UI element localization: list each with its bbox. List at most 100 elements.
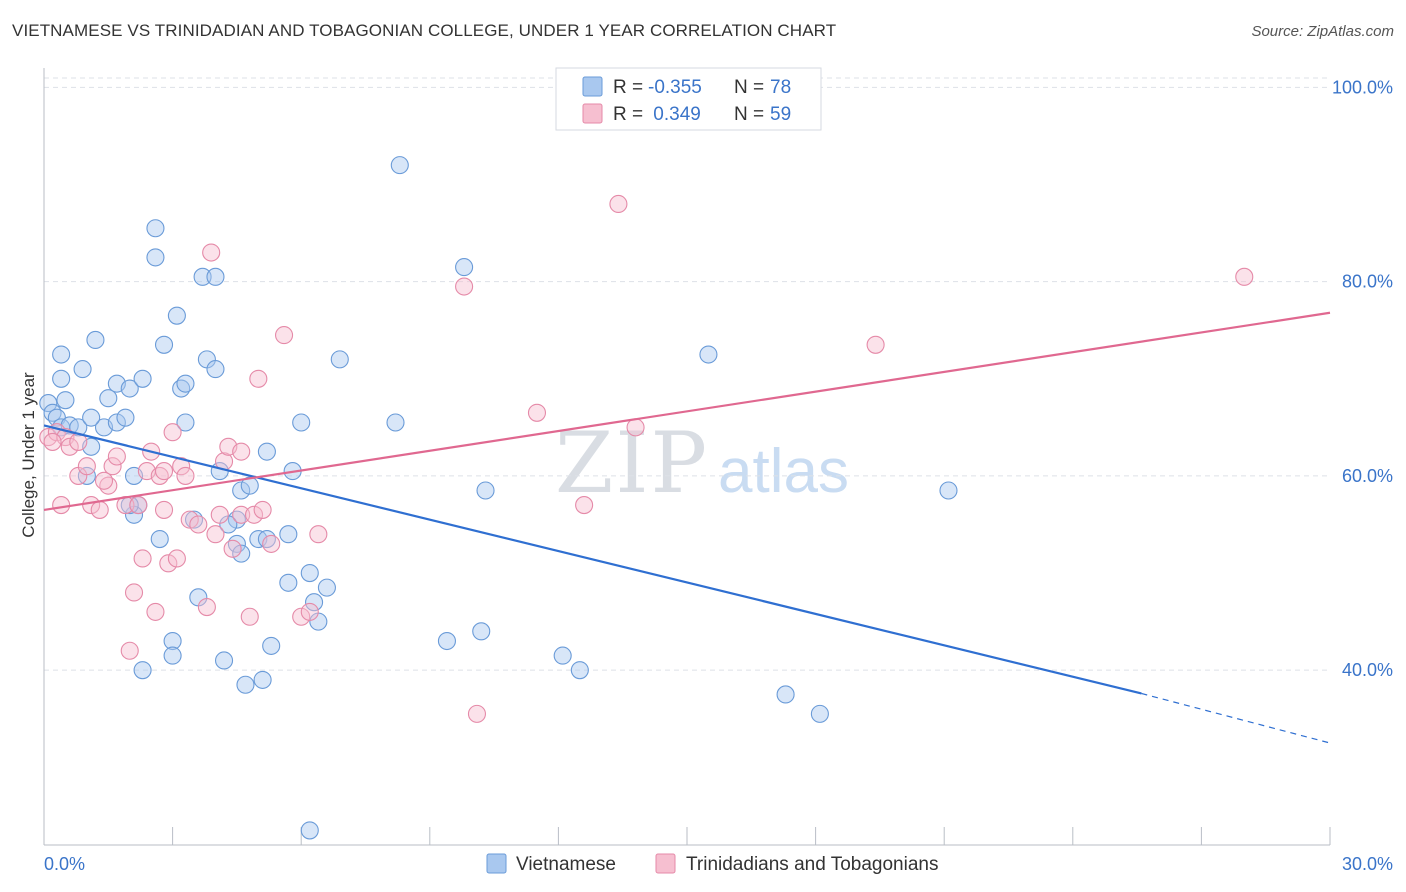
vietnamese-point-70 (699, 345, 718, 364)
trinidadian-point-24 (163, 423, 182, 442)
vietnamese-point-30 (176, 413, 195, 432)
watermark-zip: ZIP (555, 414, 709, 512)
vietnamese-point-64 (437, 631, 456, 651)
trinidadian-point-30 (197, 597, 216, 617)
y-tick-label-80: 80.0% (1342, 272, 1393, 292)
x-tick-label-max: 30.0% (1342, 854, 1393, 874)
trinidadian-point-57 (154, 462, 174, 481)
vietnamese-point-46 (253, 670, 272, 689)
trinidadian-point-4 (60, 437, 79, 456)
trinidadian-point-11 (103, 457, 122, 476)
vietnamese-point-27 (154, 335, 174, 354)
trinidadian-point-31 (202, 243, 221, 262)
trinidadian-point-9 (90, 500, 109, 519)
vietnamese-point-55 (305, 593, 324, 612)
vietnamese-point-53 (292, 413, 311, 432)
trinidadian-point-53 (866, 335, 885, 354)
vietnamese-point-18 (107, 413, 126, 432)
trinidadian-trend-line (43, 311, 1331, 512)
trinidadian-point-51 (609, 194, 628, 214)
x-tick-label-min: 0.0% (44, 854, 85, 874)
legend-n-label-2: N = (734, 104, 764, 125)
watermark: ZIP atlas (555, 414, 849, 512)
legend-n-value-1: 78 (770, 77, 791, 98)
trinidadian-point-48 (467, 704, 487, 723)
vietnamese-trend-line (43, 424, 1142, 695)
vietnamese-point-67 (476, 481, 495, 500)
legend-r-value-2: 0.349 (648, 104, 701, 125)
vietnamese-point-9 (86, 330, 105, 350)
vietnamese-point-58 (330, 350, 349, 369)
chart-title: VIETNAMESE VS TRINIDADIAN AND TOBAGONIAN… (12, 21, 837, 40)
vietnamese-point-6 (52, 345, 71, 364)
vietnamese-point-10 (99, 389, 118, 408)
vietnamese-point-62 (386, 413, 405, 432)
legend-swatch-trinidadian (582, 103, 603, 124)
source-credit: Source: ZipAtlas.com (1251, 23, 1394, 40)
y-tick-labels: 40.0% 60.0% 80.0% 100.0% (1332, 77, 1393, 680)
bottom-legend-label-trinidadian: Trinidadians and Tobagonians (686, 854, 938, 875)
y-tick-label-40: 40.0% (1342, 660, 1393, 680)
trinidadian-point-49 (527, 403, 547, 422)
vietnamese-point-36 (206, 360, 225, 379)
vietnamese-point-33 (193, 267, 212, 286)
vietnamese-point-66 (472, 622, 491, 641)
trend-lines (43, 311, 1331, 744)
x-axis-ticks (43, 827, 1331, 845)
vietnamese-point-7 (52, 369, 71, 388)
trinidadian-point-14 (120, 641, 139, 660)
trinidadian-point-43 (275, 326, 294, 345)
trinidadian-point-40 (249, 369, 268, 388)
vietnamese-point-72 (810, 704, 829, 723)
vietnamese-point-71 (776, 685, 795, 704)
trinidadian-point-17 (133, 549, 152, 568)
trinidadian-point-25 (167, 549, 186, 568)
vietnamese-trend-extrapolation (1141, 692, 1331, 744)
y-tick-label-60: 60.0% (1342, 466, 1393, 486)
legend-r-label-2: R = (613, 104, 643, 125)
trinidadian-point-7 (77, 457, 96, 476)
trinidadian-point-33 (210, 505, 229, 524)
y-tick-label-100: 100.0% (1332, 77, 1393, 97)
vietnamese-point-24 (146, 248, 165, 267)
vietnamese-point-74 (300, 821, 319, 840)
trinidadian-point-37 (232, 505, 251, 524)
trinidadian-point-28 (180, 510, 199, 529)
trinidadian-point-46 (309, 525, 328, 544)
vietnamese-point-76 (82, 408, 101, 427)
trinidadian-point-42 (262, 534, 281, 553)
watermark-atlas: atlas (718, 437, 849, 506)
correlation-legend: R = -0.355 N = 78 R = 0.349 N = 59 (555, 67, 822, 131)
vietnamese-point-61 (133, 661, 152, 680)
gridlines (44, 77, 1330, 671)
legend-swatch-vietnamese (582, 76, 603, 97)
vietnamese-point-69 (570, 661, 589, 680)
series-trinidadian-points (39, 194, 1254, 723)
trinidadian-point-38 (240, 607, 259, 626)
vietnamese-point-4 (56, 391, 75, 410)
trinidadian-point-16 (129, 496, 148, 515)
vietnamese-point-48 (257, 442, 276, 461)
trinidadian-point-54 (1235, 267, 1254, 286)
vietnamese-point-59 (163, 631, 182, 651)
trinidadian-point-44 (292, 607, 311, 626)
vietnamese-point-65 (455, 258, 474, 277)
vietnamese-point-50 (279, 573, 298, 592)
vietnamese-point-16 (120, 379, 139, 398)
vietnamese-point-29 (176, 374, 195, 393)
vietnamese-point-42 (232, 481, 251, 500)
legend-r-value-1: -0.355 (648, 77, 702, 98)
trinidadian-point-45 (300, 602, 319, 621)
legend-n-label-1: N = (734, 77, 764, 98)
legend-r-label-1: R = (613, 77, 643, 98)
vietnamese-point-23 (146, 219, 165, 238)
vietnamese-point-38 (214, 651, 234, 670)
bottom-legend-label-vietnamese: Vietnamese (516, 854, 616, 875)
trinidadian-point-39 (244, 505, 264, 524)
trinidadian-point-41 (253, 500, 272, 519)
trinidadian-point-22 (154, 500, 174, 519)
vietnamese-point-8 (73, 360, 92, 379)
series-vietnamese-points (39, 156, 958, 840)
trinidadian-point-12 (107, 447, 126, 466)
